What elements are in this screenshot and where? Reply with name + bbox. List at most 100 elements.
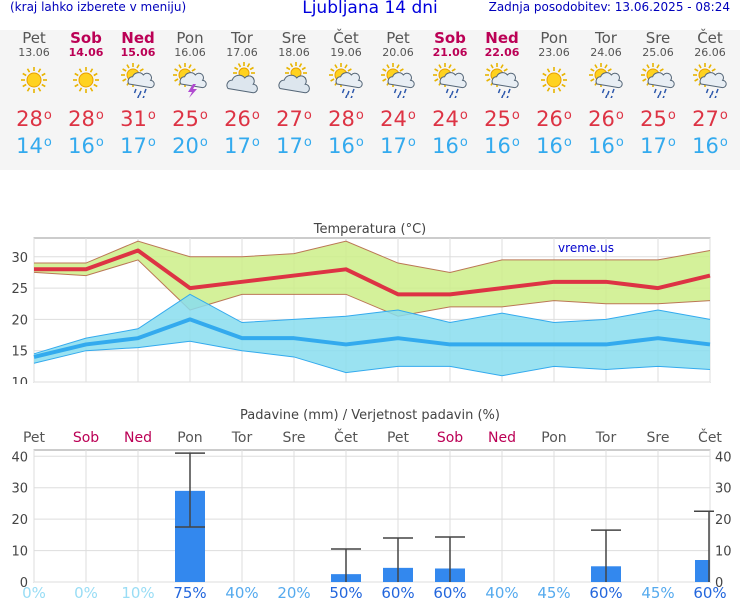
daily-forecast-strip: Pet 13.06 28o 14o Sob 14.06 28o 16o Ned 15.06 31o 1… (0, 30, 740, 170)
cloud-shape (127, 72, 155, 89)
rain-drops (393, 88, 407, 98)
sun-icon (541, 67, 567, 93)
sun-cloud-rain-icon (693, 63, 727, 98)
max-temp: 27o (276, 107, 312, 131)
day-date: 18.06 (278, 46, 310, 59)
rain-drops (133, 88, 147, 98)
page-title: Ljubljana 14 dni (302, 0, 438, 18)
sun-shape (21, 67, 47, 93)
y-tick-label: 10 (11, 376, 28, 384)
partly-cloudy-icon (278, 62, 310, 94)
day-date: 17.06 (226, 46, 258, 59)
min-temp: 16o (484, 134, 520, 158)
day-column: Ned 15.06 31o 17o (112, 30, 164, 159)
rain-drops (445, 88, 459, 98)
day-name: Sob (434, 29, 466, 47)
day-date: 19.06 (330, 46, 362, 59)
day-date: 15.06 (120, 46, 156, 59)
rain-probability-label: 45% (641, 584, 674, 600)
min-temp-range-band (34, 294, 710, 376)
sun-cloud-rain-icon (121, 63, 155, 98)
rain-probability-label: 40% (485, 584, 518, 600)
rain-drops (653, 88, 667, 98)
day-column: Sob 14.06 28o 16o (60, 30, 112, 159)
max-temp: 24o (432, 107, 468, 131)
rain-probability-label: 0% (74, 584, 98, 600)
rain-probability-label: 20% (277, 584, 310, 600)
day-name: Pon (176, 29, 204, 47)
day-date: 24.06 (590, 46, 622, 59)
min-temp: 17o (640, 134, 676, 158)
day-name: Čet (333, 29, 359, 47)
y-tick-label: 30 (11, 482, 28, 497)
rain-probability-label: 0% (22, 584, 46, 600)
y-tick-label: 10 (11, 545, 28, 560)
min-temp: 16o (692, 134, 728, 158)
temperature-chart-title: Temperatura (°C) (313, 222, 426, 237)
precipitation-chart: Padavine (mm) / Verjetnost padavin (%) Pe… (11, 408, 732, 600)
max-temp: 28o (16, 107, 52, 131)
day-date: 20.06 (382, 46, 414, 59)
day-column: Ned 22.06 25o 16o (476, 30, 528, 159)
cloud-shape (278, 74, 310, 94)
y-tick-label-right: 40 (715, 450, 732, 465)
min-temp: 17o (224, 134, 260, 158)
x-tick-label: Pet (387, 430, 410, 446)
day-name: Sre (281, 29, 307, 47)
y-tick-label: 40 (11, 450, 28, 465)
day-column: Sre 25.06 25o 17o (632, 29, 684, 159)
last-updated: Zadnja posodobitev: 13.06.2025 - 08:24 (488, 0, 730, 14)
day-date: 22.06 (484, 46, 520, 59)
day-name: Pon (540, 29, 568, 47)
rain-probability-label: 60% (589, 584, 622, 600)
day-name: Čet (697, 29, 723, 47)
min-temp: 20o (172, 134, 208, 158)
rain-probability-label: 60% (381, 584, 414, 600)
sun-cloud-rain-icon (589, 63, 623, 98)
day-date: 16.06 (174, 46, 206, 59)
x-tick-label: Sre (647, 430, 670, 446)
rain-probability-label: 60% (693, 584, 726, 600)
min-temp: 16o (68, 134, 104, 158)
cloud-shape (226, 74, 258, 94)
day-column: Čet 19.06 28o 16o (320, 29, 372, 159)
min-temp: 17o (276, 134, 312, 158)
precipitation-chart-title: Padavine (mm) / Verjetnost padavin (%) (240, 408, 500, 423)
temperature-chart: Temperatura (°C) 10 15 20 25 30 vreme.us (11, 222, 711, 384)
min-temp: 16o (328, 134, 364, 158)
day-date: 21.06 (432, 46, 468, 59)
max-temp: 26o (588, 107, 624, 131)
y-tick-label: 25 (11, 282, 28, 297)
max-temp-line (34, 248, 711, 297)
day-date: 26.06 (694, 46, 726, 59)
max-temp: 28o (328, 107, 364, 131)
day-name: Sre (645, 29, 671, 47)
min-band-upper-edge (33, 293, 711, 355)
max-temp: 25o (640, 107, 676, 131)
sun-cloud-rain-icon (381, 63, 415, 98)
rain-probability-label: 50% (329, 584, 362, 600)
cloud-shape (647, 72, 675, 89)
day-column: Tor 17.06 26o 17o (216, 29, 268, 159)
day-name: Pet (386, 29, 410, 47)
lightning-bolt (188, 84, 197, 98)
cloud-shape (491, 72, 519, 89)
x-tick-label: Tor (231, 430, 253, 446)
x-tick-label: Pet (23, 430, 46, 446)
menu-hint: (kraj lahko izberete v meniju) (10, 0, 187, 14)
day-column: Tor 24.06 26o 16o (580, 29, 632, 159)
x-tick-label: Pon (177, 430, 202, 446)
y-tick-label: 20 (11, 513, 28, 528)
day-name: Tor (231, 29, 253, 47)
day-column: Pet 20.06 24o 17o (372, 29, 424, 159)
cloud-shape (595, 72, 623, 89)
max-band-upper-edge (34, 240, 711, 273)
x-tick-label: Ned (124, 430, 152, 446)
rain-drops (341, 88, 355, 98)
day-name: Tor (595, 29, 617, 47)
sun-cloud-rain-icon (433, 63, 467, 98)
rain-probability-label: 10% (121, 584, 154, 600)
min-temp: 17o (120, 134, 156, 158)
max-temp: 26o (536, 107, 572, 131)
rain-probability-label: 60% (433, 584, 466, 600)
